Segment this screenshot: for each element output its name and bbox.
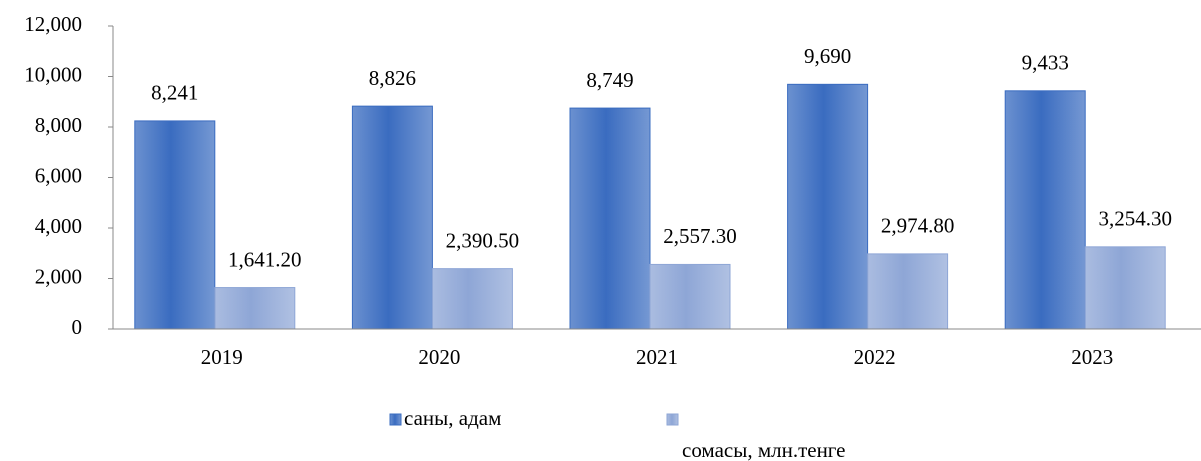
bar <box>1084 246 1166 330</box>
bar <box>214 287 296 330</box>
value-label: 2,390.50 <box>446 228 520 252</box>
value-label: 9,433 <box>1022 51 1069 75</box>
value-label: 8,749 <box>586 68 633 92</box>
y-tick-label: 2,000 <box>35 264 82 288</box>
x-tick-label: 2021 <box>636 345 678 369</box>
y-tick-label: 4,000 <box>35 214 82 238</box>
bar <box>787 83 869 330</box>
value-label: 2,974.80 <box>881 214 955 238</box>
value-label: 9,690 <box>804 44 851 68</box>
value-label: 1,641.20 <box>228 247 302 271</box>
bar <box>134 120 216 330</box>
value-label: 3,254.30 <box>1098 207 1172 231</box>
bar <box>351 105 433 330</box>
bar <box>431 268 513 330</box>
legend-swatch <box>666 413 679 426</box>
bar <box>569 107 651 330</box>
bar <box>1004 90 1086 330</box>
value-label: 2,557.30 <box>663 224 737 248</box>
x-tick-label: 2023 <box>1071 345 1113 369</box>
bar <box>649 263 731 330</box>
value-label: 8,241 <box>151 81 198 105</box>
y-tick-label: 8,000 <box>35 113 82 137</box>
x-tick-label: 2019 <box>201 345 243 369</box>
bar <box>867 253 949 330</box>
x-tick-label: 2022 <box>854 345 896 369</box>
legend-label: саны, адам <box>404 406 501 430</box>
legend-swatch <box>389 413 402 426</box>
y-tick-label: 12,000 <box>24 12 82 36</box>
x-tick-label: 2020 <box>418 345 460 369</box>
value-label: 8,826 <box>369 66 416 90</box>
y-tick-label: 6,000 <box>35 163 82 187</box>
legend-label: сомасы, млн.тенге <box>682 438 845 461</box>
y-tick-label: 0 <box>72 315 83 339</box>
y-tick-label: 10,000 <box>24 62 82 86</box>
